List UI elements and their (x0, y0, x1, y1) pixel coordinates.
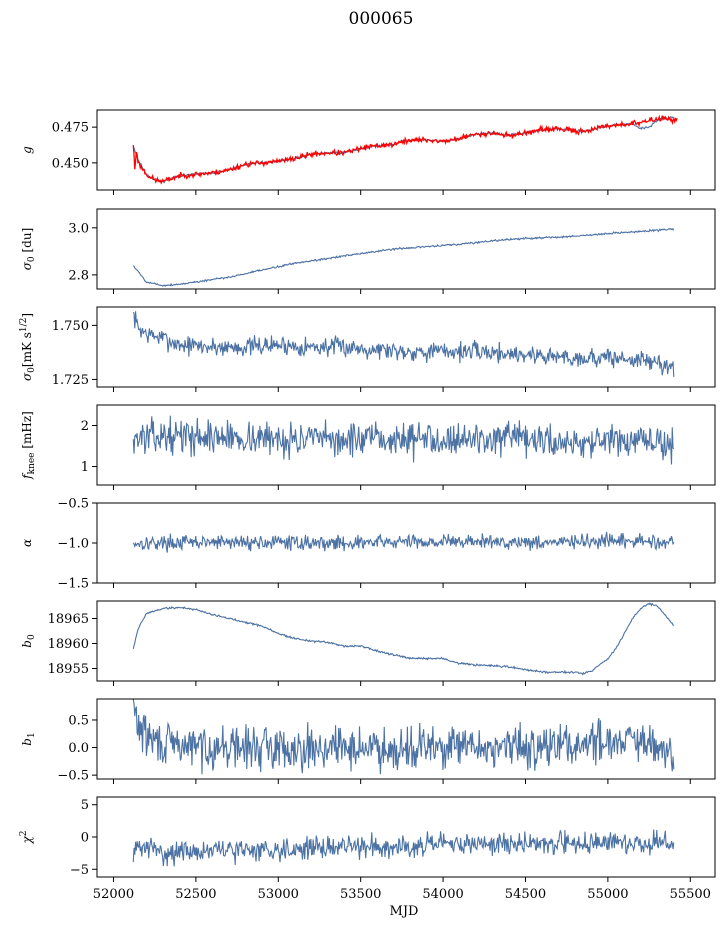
series-line-1 (133, 227, 675, 287)
series-group (132, 311, 675, 377)
y-tick-label: 1 (81, 460, 89, 475)
axes-frame (96, 306, 716, 388)
axes-frame (96, 208, 716, 290)
subplot-8: −5 0 5 52000 52500 53000 53500 54000 54500 55000 5… (19, 796, 716, 919)
y-axis-label: b1 (20, 732, 37, 745)
subplot-stack: 0.450 0.475 g 2.8 3.0 σ0 [du] 1.725 1.750 σ0[mK … (19, 109, 716, 919)
x-tick-label: 52000 (93, 887, 134, 902)
figure-title: 000065 (349, 9, 414, 29)
series-group (132, 114, 678, 185)
subplot-3: 1.725 1.750 σ0[mK s1/2] (19, 306, 716, 392)
subplot-5: −1.5 −1.0 −0.5 α (20, 497, 716, 592)
y-tick-label: 0.475 (52, 121, 89, 136)
y-tick-label: 0.5 (68, 713, 89, 728)
y-tick-label: −1.5 (57, 577, 89, 592)
y-axis-label: g (20, 146, 34, 154)
y-axis-label: b0 (20, 634, 37, 648)
subplot-4: 1 2 fknee [mHz] (20, 404, 716, 490)
subplot-1: 0.450 0.475 g (20, 109, 716, 195)
y-tick-label: 2 (81, 419, 89, 434)
y-tick-label: −0.5 (57, 769, 89, 784)
x-axis-label: MJD (390, 904, 419, 919)
y-tick-label: −5 (70, 863, 89, 878)
axes-frame (96, 109, 716, 191)
x-tick-label: 52500 (175, 887, 216, 902)
series-line-1 (132, 415, 675, 465)
y-tick-label: 18960 (48, 637, 89, 652)
y-tick-label: 0.450 (52, 156, 89, 171)
series-group (133, 227, 675, 287)
axes-frame (96, 404, 716, 486)
y-tick-label: 0.0 (68, 741, 89, 756)
x-tick-label: 54000 (422, 887, 463, 902)
series-group (132, 415, 675, 465)
axes-frame (96, 698, 716, 780)
series-line-1 (132, 829, 675, 867)
y-tick-label: 5 (81, 798, 89, 813)
axes-frame (96, 600, 716, 682)
y-tick-label: −0.5 (57, 497, 89, 512)
y-axis-label: χ2 (19, 830, 34, 844)
x-tick-label: 55000 (587, 887, 628, 902)
y-tick-label: 3.0 (68, 221, 89, 236)
series-line-1 (132, 532, 675, 553)
series-line-2 (132, 114, 678, 185)
subplot-7: −0.5 0.0 0.5 b1 (20, 698, 716, 784)
series-line-1 (132, 311, 675, 377)
y-tick-label: −1.0 (57, 537, 89, 552)
y-axis-label: α (20, 539, 34, 547)
x-tick-label: 53000 (258, 887, 299, 902)
series-line-1 (132, 602, 675, 676)
series-group (132, 829, 675, 867)
subplot-6: 18955 18960 18965 b0 (20, 600, 716, 686)
x-tick-label: 53500 (340, 887, 381, 902)
subplot-2: 2.8 3.0 σ0 [du] (20, 208, 716, 294)
series-group (132, 602, 675, 676)
x-tick-label: 55500 (670, 887, 711, 902)
y-axis-label: σ0[mK s1/2] (19, 313, 37, 381)
y-tick-label: 1.750 (52, 319, 89, 334)
series-group (132, 699, 675, 775)
y-tick-label: 18955 (48, 662, 89, 677)
y-axis-label: σ0 [du] (20, 228, 37, 271)
series-line-1 (132, 699, 675, 775)
series-group (132, 532, 675, 553)
y-tick-label: 0 (81, 831, 89, 846)
x-tick-label: 54500 (505, 887, 546, 902)
y-tick-label: 1.725 (52, 373, 89, 388)
y-tick-label: 2.8 (68, 268, 89, 283)
y-tick-label: 18965 (48, 612, 89, 627)
y-axis-label: fknee [mHz] (20, 411, 37, 480)
